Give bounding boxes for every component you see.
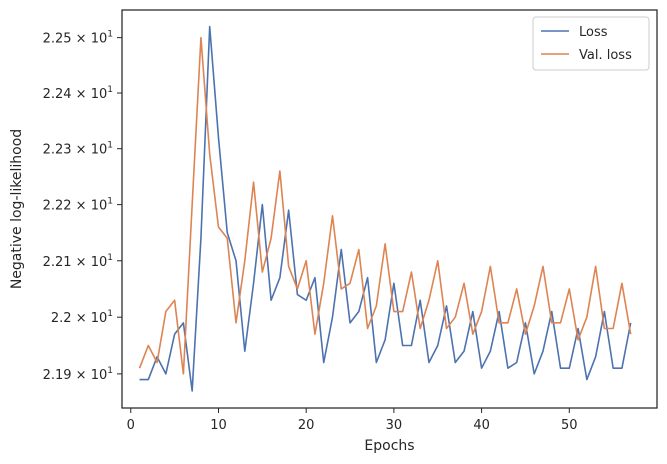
y-tick-label: 2.24 × 101: [43, 85, 113, 102]
legend-label-val-loss: Val. loss: [579, 48, 632, 63]
x-axis-ticks: 0 10 20 30 40 50: [127, 408, 578, 433]
y-axis-label: Negative log-likelihood: [9, 129, 25, 289]
plot-frame: [121, 9, 658, 409]
x-tick-label: 10: [210, 418, 227, 433]
legend-label-loss: Loss: [579, 25, 608, 40]
y-axis-ticks: 2.19 × 101 2.2 × 101 2.21 × 101 2.22 × 101 2…: [43, 30, 122, 383]
series-line-val-loss: [138, 36, 632, 375]
x-tick-label: 20: [298, 418, 315, 433]
y-tick-label: 2.25 × 101: [43, 30, 113, 47]
x-tick-label: 0: [127, 418, 135, 433]
y-tick-label: 2.19 × 101: [43, 366, 113, 383]
x-tick-label: 30: [386, 418, 403, 433]
x-axis-label: Epochs: [364, 438, 414, 454]
series-line-loss: [139, 25, 632, 392]
y-tick-label: 2.2 × 101: [51, 309, 113, 326]
y-tick-label: 2.21 × 101: [43, 253, 113, 270]
legend: Loss Val. loss: [532, 16, 650, 71]
x-tick-label: 40: [473, 418, 490, 433]
plot-lines: [138, 25, 632, 392]
x-tick-label: 50: [561, 418, 578, 433]
y-tick-label: 2.22 × 101: [43, 197, 113, 214]
y-tick-label: 2.23 × 101: [43, 141, 113, 158]
